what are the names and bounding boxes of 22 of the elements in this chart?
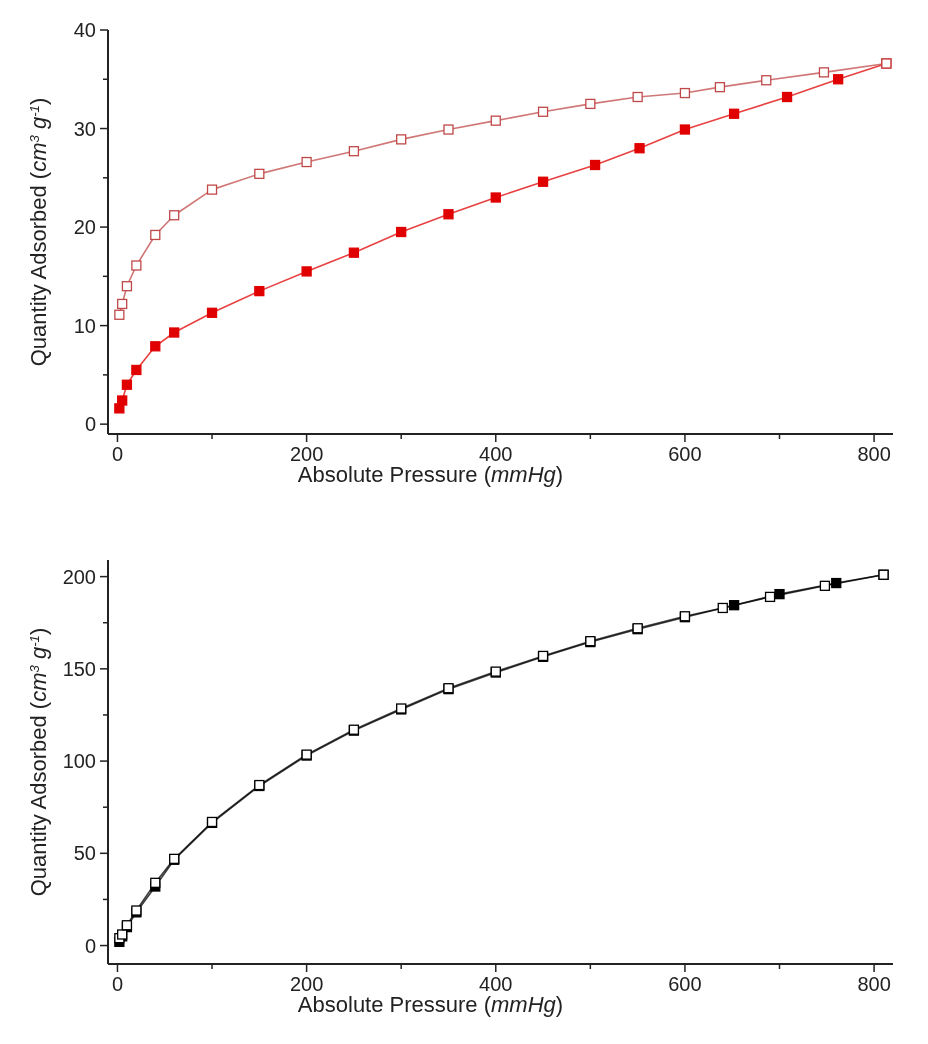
y-tick-label: 150 xyxy=(62,657,96,680)
x-tick-label: 0 xyxy=(111,973,124,995)
x-axis-title: Absolute Pressure (mmHg) xyxy=(297,462,564,487)
x-tick-label: 800 xyxy=(857,443,891,465)
x-tick-label: 0 xyxy=(111,443,124,465)
y-tick-label: 50 xyxy=(73,842,96,865)
y-tick-label: 0 xyxy=(84,934,96,957)
y-tick-label: 100 xyxy=(62,750,96,773)
x-tick-label: 200 xyxy=(289,973,324,995)
y-tick-label: 20 xyxy=(73,216,96,239)
y-tick-label: 40 xyxy=(73,19,96,41)
x-tick-label: 200 xyxy=(289,443,324,465)
x-tick-label: 400 xyxy=(479,973,513,995)
y-tick-label: 0 xyxy=(84,413,96,436)
x-tick-label: 600 xyxy=(668,973,702,995)
y-tick-label: 200 xyxy=(62,565,96,588)
x-tick-label: 600 xyxy=(668,443,702,465)
y-tick-label: 30 xyxy=(73,117,96,140)
x-tick-label: 800 xyxy=(857,973,891,995)
x-axis-title: Absolute Pressure (mmHg) xyxy=(297,992,564,1017)
x-tick-label: 400 xyxy=(479,443,513,465)
y-tick-label: 10 xyxy=(73,314,96,337)
